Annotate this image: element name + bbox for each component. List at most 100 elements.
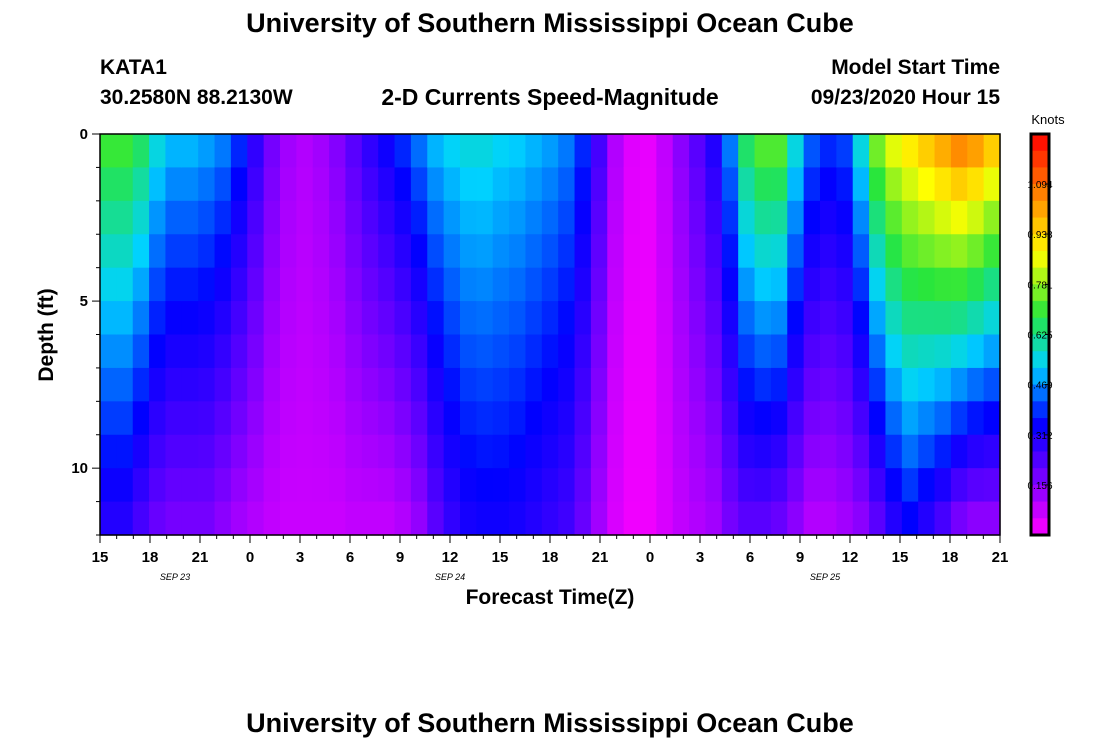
heatmap-cell xyxy=(460,234,477,269)
heatmap-cell xyxy=(492,267,510,302)
heatmap-cell xyxy=(165,334,183,369)
colorbar-band xyxy=(1031,200,1049,219)
heatmap-cell xyxy=(378,434,396,469)
heatmap-cell xyxy=(132,167,150,202)
heatmap-cell xyxy=(820,401,837,436)
heatmap-cell xyxy=(885,267,903,302)
heatmap-cell xyxy=(852,167,870,202)
heatmap-cell xyxy=(116,367,134,402)
heatmap-cell xyxy=(427,468,445,503)
heatmap-cell xyxy=(721,267,739,302)
heatmap-cell xyxy=(541,468,559,503)
heatmap-cell xyxy=(852,468,870,503)
heatmap-cell xyxy=(361,167,379,202)
heatmap-cell xyxy=(214,434,232,469)
heatmap-cell xyxy=(296,301,314,336)
heatmap-cell xyxy=(214,167,232,202)
heatmap-cell xyxy=(869,334,887,369)
colorbar-band xyxy=(1031,501,1049,519)
heatmap-cell xyxy=(820,434,837,469)
heatmap-cell xyxy=(525,334,543,369)
heatmap-cell xyxy=(623,501,641,536)
heatmap-cell xyxy=(361,434,379,469)
heatmap-cell xyxy=(640,234,657,269)
heatmap-cell xyxy=(852,501,870,536)
heatmap-cell xyxy=(852,367,870,402)
heatmap-cell xyxy=(410,200,428,235)
heatmap-cell xyxy=(885,334,903,369)
heatmap-cell xyxy=(410,501,428,536)
heatmap-cell xyxy=(836,267,854,302)
heatmap-cell xyxy=(623,367,641,402)
heatmap-cell xyxy=(492,167,510,202)
heatmap-cell xyxy=(476,334,494,369)
heatmap-cell xyxy=(149,434,167,469)
heatmap-cell xyxy=(198,234,216,269)
colorbar-band xyxy=(1031,317,1049,335)
heatmap-cell xyxy=(770,367,788,402)
heatmap-cells xyxy=(100,134,1001,536)
heatmap-cell xyxy=(427,200,445,235)
heatmap-cell xyxy=(247,501,265,536)
x-tick-label: 15 xyxy=(492,549,509,566)
heatmap-cell xyxy=(607,267,625,302)
heatmap-cell xyxy=(738,134,756,169)
heatmap-cell xyxy=(165,134,183,169)
heatmap-cell xyxy=(590,401,608,436)
heatmap-cell xyxy=(967,134,985,169)
y-axis-label: Depth (ft) xyxy=(35,288,58,381)
heatmap-cell xyxy=(590,468,608,503)
heatmap-cell xyxy=(181,234,199,269)
heatmap-cell xyxy=(721,334,739,369)
heatmap-cell xyxy=(721,134,739,169)
heatmap-cell xyxy=(427,134,445,169)
heatmap-cell xyxy=(198,501,216,536)
heatmap-cell xyxy=(443,301,461,336)
heatmap-cell xyxy=(100,334,117,369)
heatmap-cell xyxy=(656,401,674,436)
heatmap-cell xyxy=(509,434,527,469)
heatmap-cell xyxy=(214,134,232,169)
heatmap-cell xyxy=(705,401,723,436)
heatmap-cell xyxy=(230,367,248,402)
heatmap-cell xyxy=(787,200,805,235)
heatmap-cell xyxy=(460,501,477,536)
colorbar-band xyxy=(1031,518,1049,536)
colorbar-band xyxy=(1031,334,1049,352)
heatmap-cell xyxy=(263,134,281,169)
x-tick-label: 12 xyxy=(842,549,859,566)
heatmap-cell xyxy=(950,401,968,436)
colorbar-band xyxy=(1031,484,1049,503)
heatmap-cell xyxy=(738,501,756,536)
heatmap-cell xyxy=(787,401,805,436)
heatmap-cell xyxy=(280,434,297,469)
heatmap-cell xyxy=(836,200,854,235)
heatmap-cell xyxy=(640,501,657,536)
heatmap-cell xyxy=(640,367,657,402)
heatmap-cell xyxy=(590,501,608,536)
heatmap-cell xyxy=(181,301,199,336)
heatmap-cell xyxy=(738,167,756,202)
heatmap-cell xyxy=(116,167,134,202)
colorbar-band xyxy=(1031,250,1049,269)
heatmap-cell xyxy=(165,468,183,503)
heatmap-cell xyxy=(378,167,396,202)
heatmap-cell xyxy=(394,301,412,336)
heatmap-cell xyxy=(312,167,330,202)
colorbar-band xyxy=(1031,418,1049,436)
heatmap-cell xyxy=(934,134,952,169)
heatmap-cell xyxy=(247,267,265,302)
heatmap-cell xyxy=(427,167,445,202)
heatmap-cell xyxy=(460,167,477,202)
heatmap-cell xyxy=(754,367,772,402)
heatmap-cell xyxy=(410,234,428,269)
heatmap-cell xyxy=(803,367,821,402)
heatmap-cell xyxy=(345,367,363,402)
heatmap-cell xyxy=(378,234,396,269)
heatmap-cell xyxy=(280,501,297,536)
heatmap-cell xyxy=(525,234,543,269)
heatmap-cell xyxy=(852,334,870,369)
colorbar-tick-label: 0.469 xyxy=(1027,381,1052,392)
heatmap-cell xyxy=(345,301,363,336)
heatmap-cell xyxy=(312,301,330,336)
